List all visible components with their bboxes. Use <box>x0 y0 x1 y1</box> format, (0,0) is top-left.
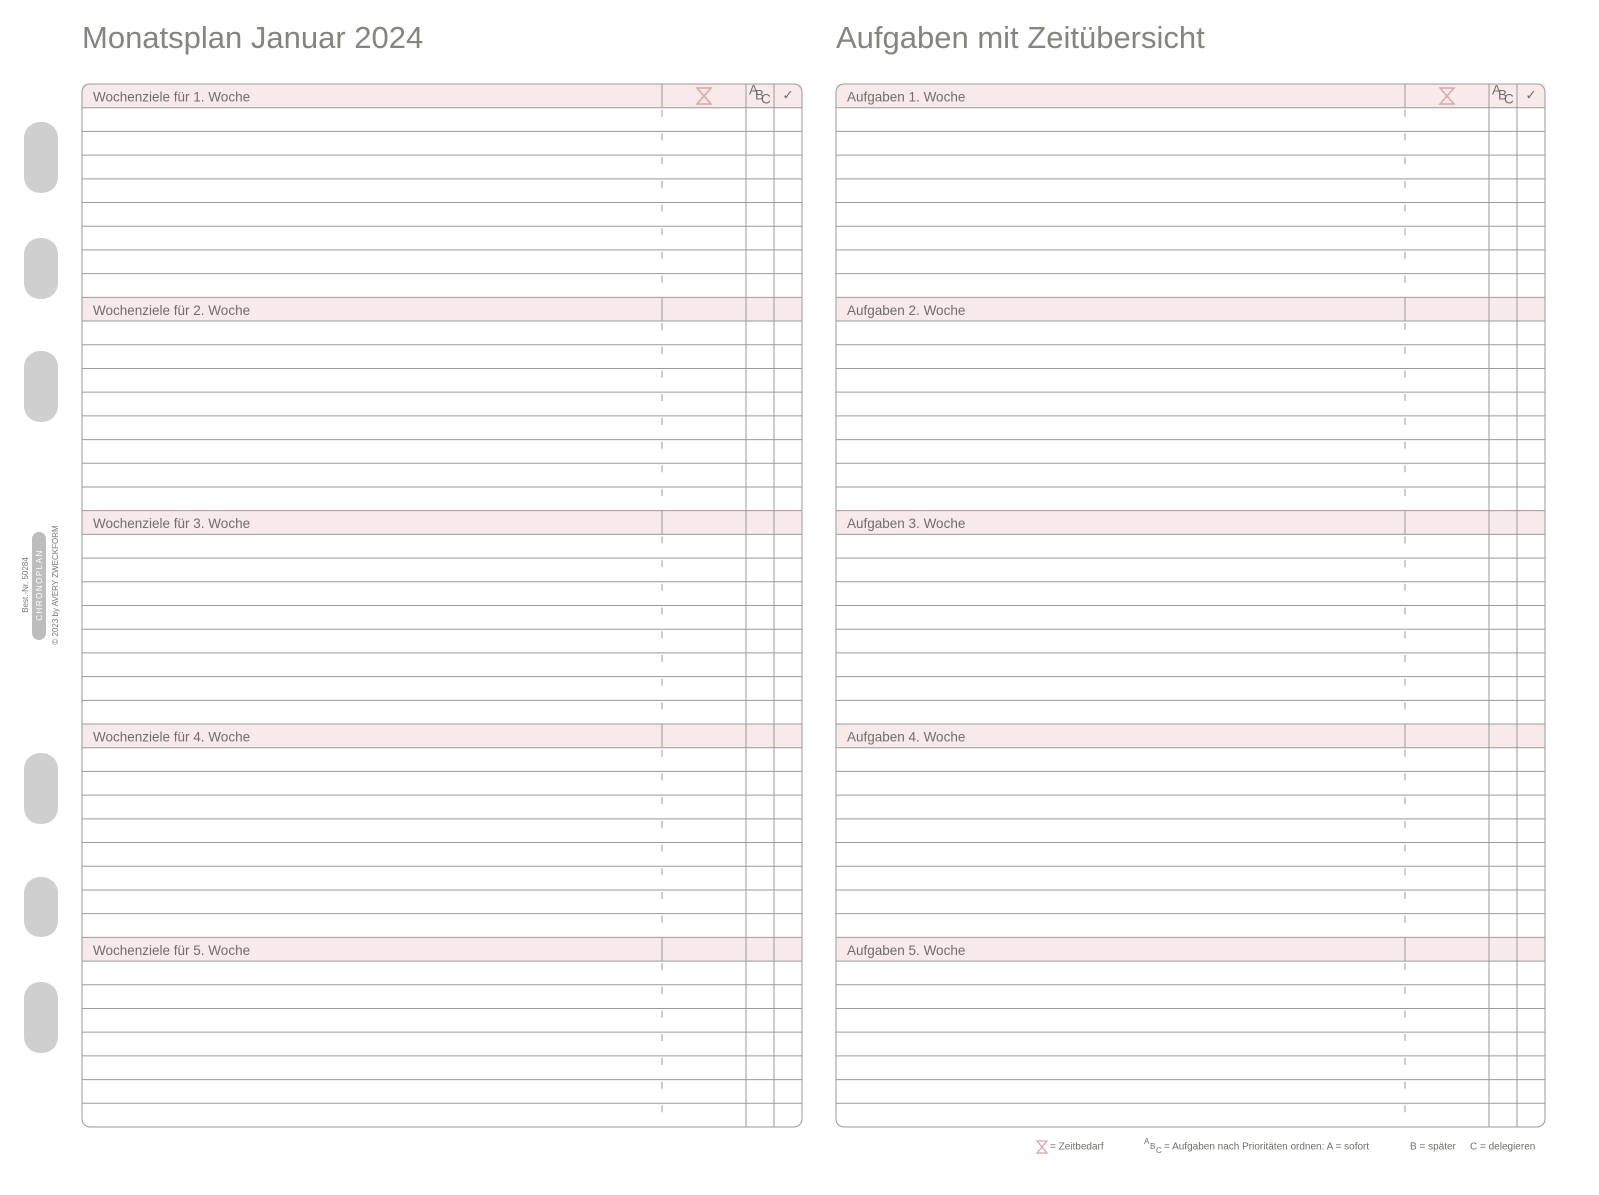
section-header-band <box>82 84 802 108</box>
hourglass-icon <box>1438 87 1456 105</box>
copyright: © 2023 by AVERY ZWECKFORM <box>51 525 60 645</box>
section-label: Aufgaben 5. Woche <box>847 943 965 958</box>
section-header-band <box>82 297 802 322</box>
section-header-band <box>836 84 1545 108</box>
page-title: Monatsplan Januar 2024 <box>82 20 423 55</box>
section-label: Wochenziele für 1. Woche <box>93 89 250 104</box>
hole <box>24 122 58 193</box>
hole <box>24 982 58 1053</box>
section-label: Aufgaben 3. Woche <box>847 516 965 531</box>
section-label: Aufgaben 4. Woche <box>847 729 965 744</box>
legend-letter: C <box>1156 1146 1162 1155</box>
section-header-band <box>836 297 1545 322</box>
section-label: Aufgaben 2. Woche <box>847 303 965 318</box>
section-label: Aufgaben 1. Woche <box>847 89 965 104</box>
priority-letter: B <box>1498 88 1507 103</box>
legend: = Zeitbedarf A B C = Aufgaben nach Prior… <box>1035 1137 1535 1155</box>
section-header-band <box>836 937 1545 962</box>
legend-letter: B <box>1150 1142 1155 1151</box>
hourglass-icon <box>1035 1140 1049 1154</box>
priority-letter: C <box>1504 92 1514 107</box>
order-number: Best.-Nr. 50284 <box>21 557 30 613</box>
section-header-band <box>836 724 1545 748</box>
section-label: Wochenziele für 4. Woche <box>93 729 250 744</box>
priority-letter: A <box>1492 83 1501 98</box>
page-title: Aufgaben mit Zeitübersicht <box>836 20 1205 55</box>
panel-frame <box>835 83 1546 1128</box>
legend-letter: A <box>1144 1137 1150 1146</box>
section-label: Wochenziele für 3. Woche <box>93 516 250 531</box>
punch-holes <box>24 122 58 1053</box>
priority-letter: A <box>749 83 758 98</box>
legend-text: B = später <box>1410 1142 1457 1153</box>
hole <box>24 238 58 299</box>
brand-badge <box>32 532 46 640</box>
legend-text: C = delegieren <box>1470 1142 1535 1153</box>
hole <box>24 351 58 422</box>
priority-letter: B <box>755 88 764 103</box>
hole <box>24 877 58 937</box>
done-mark: ✓ <box>1525 88 1536 103</box>
panel-frame <box>81 83 803 1128</box>
priority-letter: C <box>761 92 771 107</box>
section-label: Wochenziele für 2. Woche <box>93 303 250 318</box>
section-header-band <box>836 510 1545 535</box>
legend-text: = Aufgaben nach Prioritäten ordnen: A = … <box>1164 1142 1369 1153</box>
section-header-band <box>82 937 802 962</box>
hourglass-icon <box>695 87 713 105</box>
legend-text: = Zeitbedarf <box>1050 1142 1104 1153</box>
section-label: Wochenziele für 5. Woche <box>93 943 250 958</box>
section-header-band <box>82 724 802 748</box>
done-mark: ✓ <box>782 88 793 103</box>
brand: CHRONOPLAN <box>35 549 44 620</box>
hole <box>24 753 58 824</box>
section-header-band <box>82 510 802 535</box>
